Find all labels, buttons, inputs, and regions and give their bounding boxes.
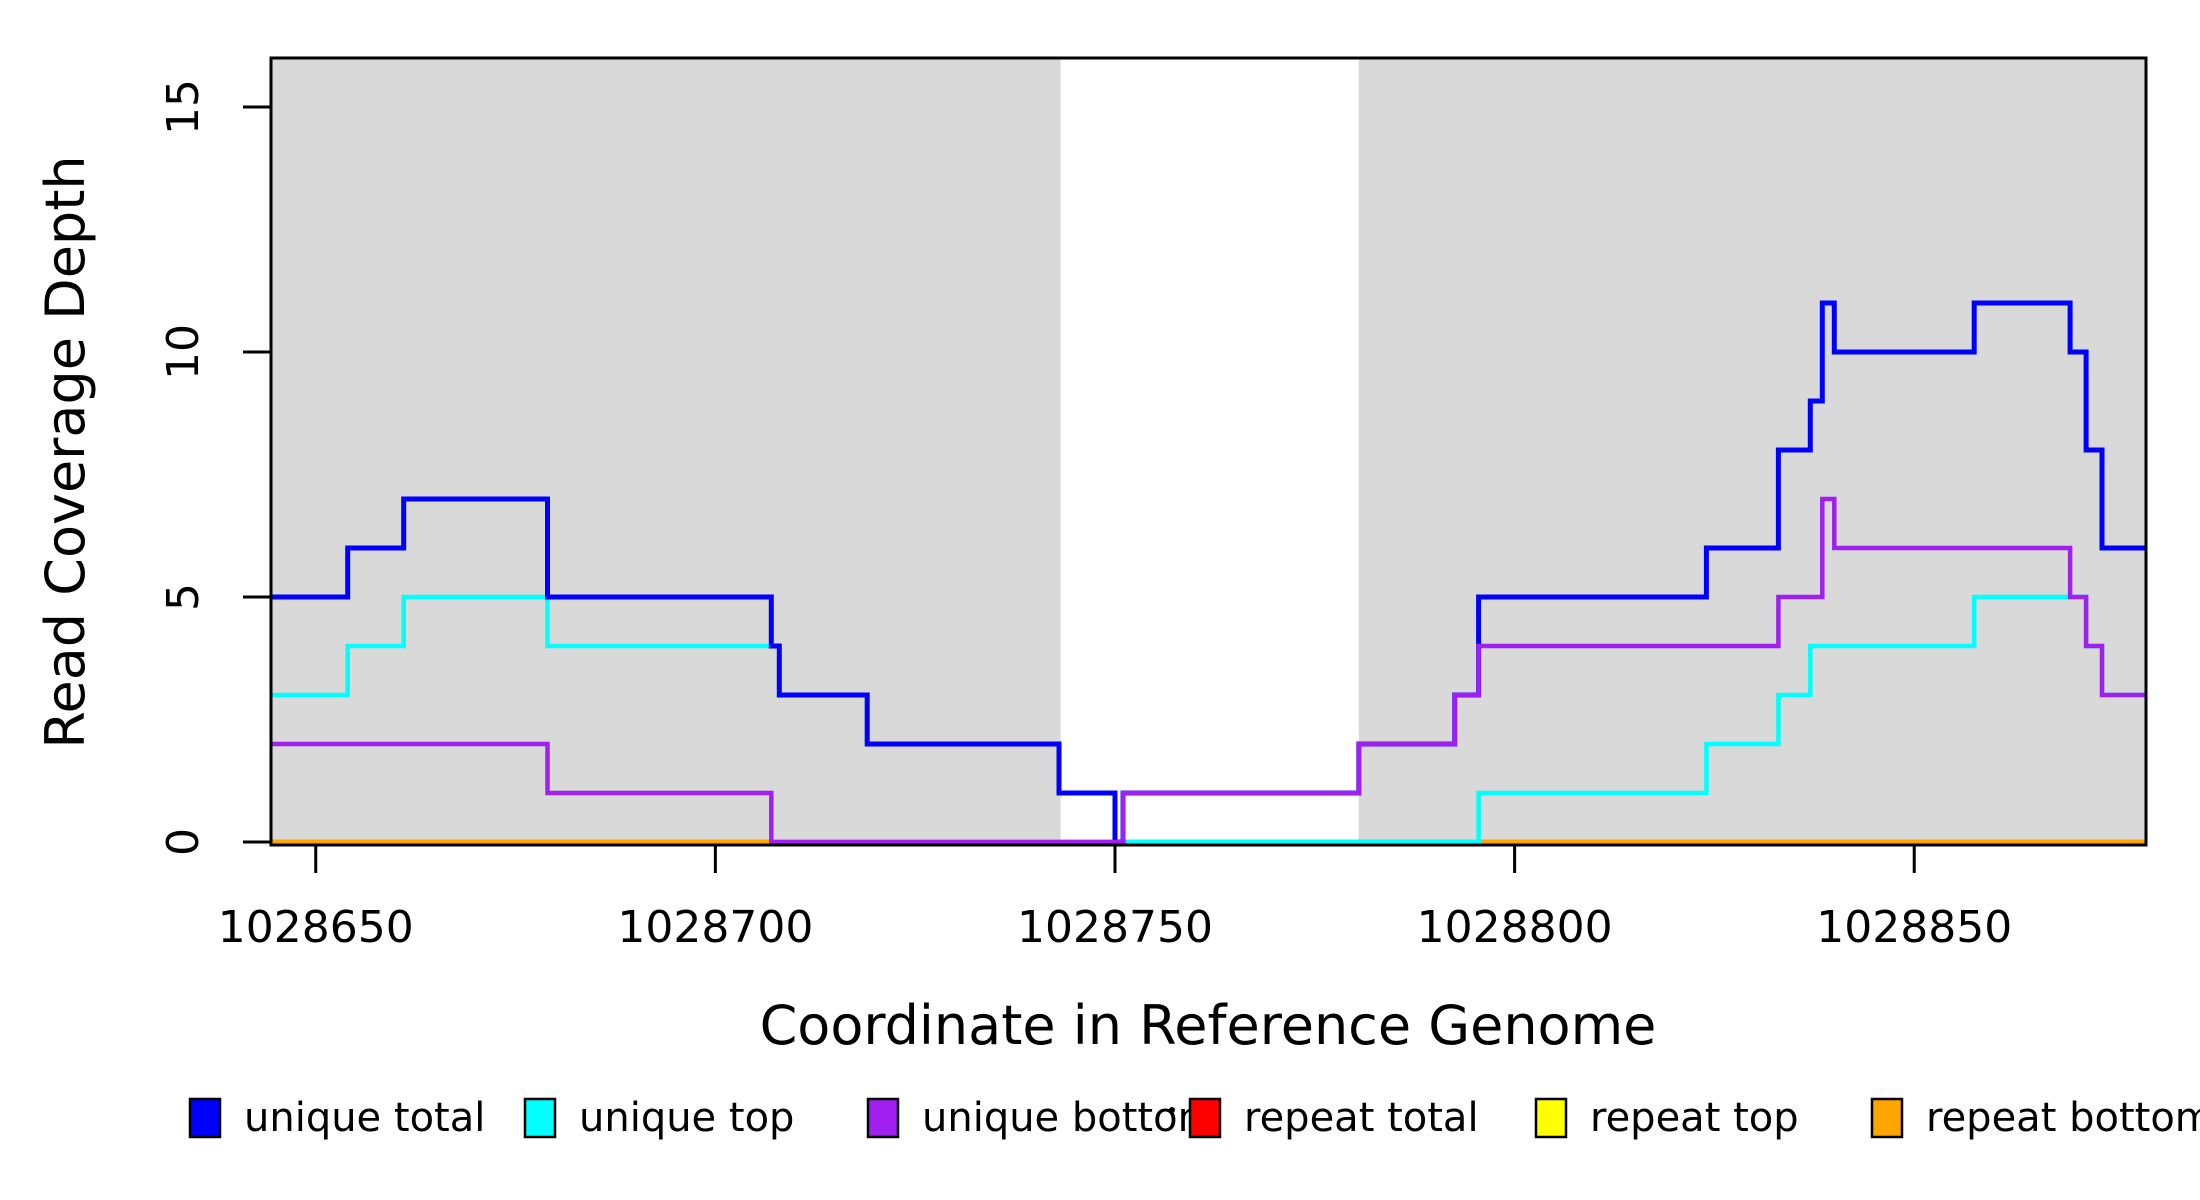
x-tick-label: 1028700 [617,902,813,953]
x-tick-label: 1028750 [1017,902,1213,953]
plot-border [269,56,2148,847]
legend-swatch-repeat-total [1188,1097,1222,1139]
legend-label-unique-total: unique total [244,1095,485,1141]
legend-swatch-repeat-top [1534,1097,1568,1139]
axes-layer: 1028650 1028700 1028750 1028800 1028850 0 5 10 1… [158,56,2148,953]
legend-label-repeat-total: repeat total [1244,1095,1479,1141]
y-tick-label: 15 [158,79,209,135]
legend-item-repeat-total: repeat total [1188,1095,1479,1141]
x-tick-label: 1028800 [1417,902,1613,953]
legend-swatch-unique-total [188,1097,222,1139]
y-tick-label: 10 [158,324,209,380]
legend-item-unique-top: unique top [523,1095,794,1141]
legend-item-unique-total: unique total [188,1095,485,1141]
shaded-region-2 [1358,58,2146,845]
x-tick-label: 1028850 [1816,902,2012,953]
series-line-unique-bottom [271,496,2146,845]
shaded-region-1 [271,58,1061,845]
legend-item-unique-bottom: unique bottom [866,1095,1217,1141]
legend-swatch-unique-top [523,1097,557,1139]
legend-label-unique-bottom: unique bottom [922,1095,1217,1141]
series-line-unique-top [271,594,2146,845]
y-tick-label: 5 [158,583,209,611]
legend-swatch-unique-bottom [866,1097,900,1139]
shaded-regions-layer [271,58,2146,845]
legend: unique total unique top unique bottom repea… [188,1095,2200,1141]
stray-dot [1169,1107,1175,1113]
legend-item-repeat-top: repeat top [1534,1095,1799,1141]
x-tick-label: 1028650 [218,902,414,953]
legend-label-unique-top: unique top [579,1095,794,1141]
series-layer [271,300,2146,845]
legend-swatch-repeat-bottom [1870,1097,1904,1139]
legend-item-repeat-bottom: repeat bottom [1870,1095,2200,1141]
legend-label-repeat-bottom: repeat bottom [1926,1095,2200,1141]
legend-label-repeat-top: repeat top [1590,1095,1799,1141]
y-axis-title: Read Coverage Depth [34,155,97,748]
y-tick-label: 0 [158,828,209,856]
x-axis-title: Coordinate in Reference Genome [760,994,1657,1057]
